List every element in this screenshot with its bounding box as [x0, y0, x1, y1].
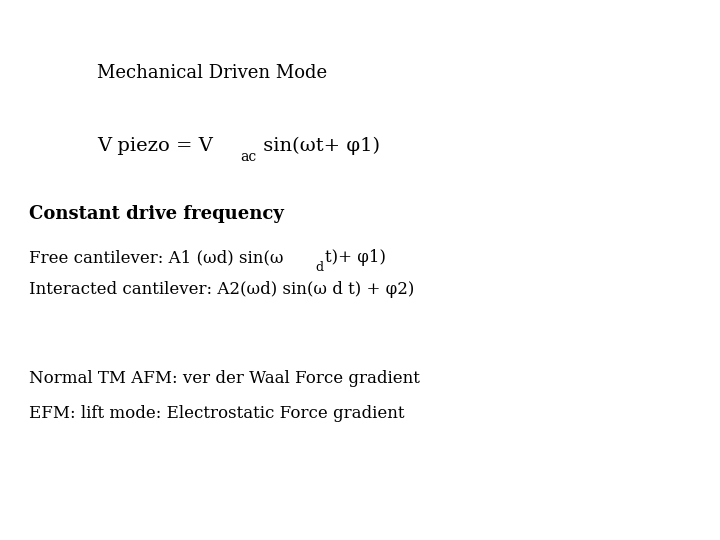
Text: Interacted cantilever: A2(ωd) sin(ω d t) + φ2): Interacted cantilever: A2(ωd) sin(ω d t)… [29, 281, 414, 298]
Text: EFM: lift mode: Electrostatic Force gradient: EFM: lift mode: Electrostatic Force grad… [29, 406, 405, 422]
Text: Free cantilever: A1 (ωd) sin(ω: Free cantilever: A1 (ωd) sin(ω [29, 249, 283, 266]
Text: Mechanical Driven Mode: Mechanical Driven Mode [97, 64, 328, 82]
Text: Constant drive frequency: Constant drive frequency [29, 205, 284, 222]
Text: ac: ac [240, 150, 256, 164]
Text: d: d [315, 260, 323, 274]
Text: Normal TM AFM: ver der Waal Force gradient: Normal TM AFM: ver der Waal Force gradie… [29, 370, 420, 387]
Text: t)+ φ1): t)+ φ1) [325, 249, 387, 266]
Text: sin(ωt+ φ1): sin(ωt+ φ1) [257, 137, 380, 155]
Text: V piezo = V: V piezo = V [97, 137, 213, 155]
